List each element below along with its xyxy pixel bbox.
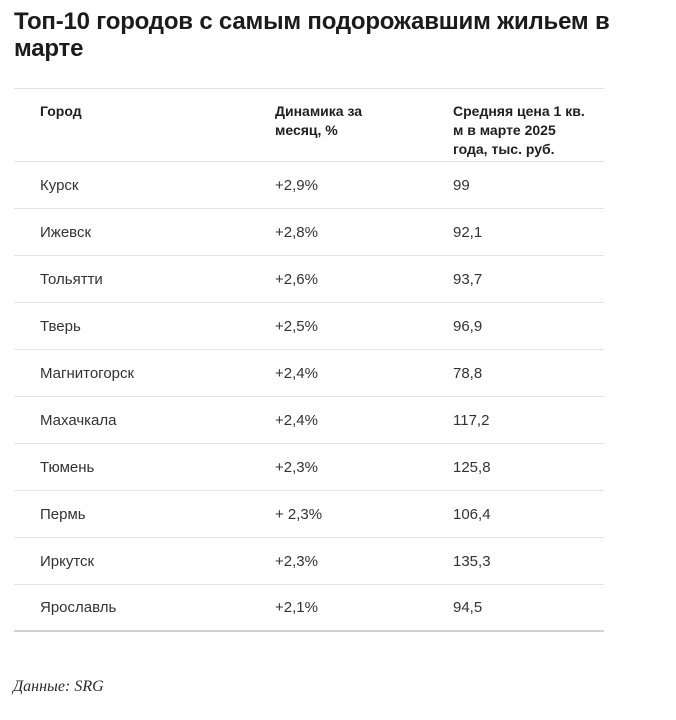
- dynamics-cell: + 2,3%: [275, 505, 323, 523]
- column-header-monthly-dynamics: Динамика за месяц, %: [275, 103, 363, 138]
- table-row: Тюмень +2,3% 125,8: [14, 444, 604, 491]
- price-cell: 96,9: [453, 317, 483, 335]
- price-cell: 92,1: [453, 223, 483, 241]
- dynamics-cell: +2,5%: [275, 317, 318, 335]
- top10-cities-price-table: Город Динамика за месяц, % Средняя цена …: [14, 88, 604, 632]
- table-row: Тверь +2,5% 96,9: [14, 303, 604, 350]
- price-cell: 106,4: [453, 505, 491, 523]
- price-cell: 135,3: [453, 552, 491, 570]
- price-cell: 94,5: [453, 599, 483, 616]
- price-cell: 78,8: [453, 364, 483, 382]
- city-cell: Тольятти: [40, 270, 103, 288]
- city-cell: Магнитогорск: [40, 364, 135, 382]
- city-cell: Ижевск: [40, 223, 92, 241]
- table-row: Махачкала +2,4% 117,2: [14, 397, 604, 444]
- city-cell: Пермь: [40, 505, 86, 523]
- table-header-row: Город Динамика за месяц, % Средняя цена …: [14, 88, 604, 162]
- data-source-note: Данные: SRG: [13, 678, 104, 695]
- table-row: Курск +2,9% 99: [14, 162, 604, 209]
- table-row: Тольятти +2,6% 93,7: [14, 256, 604, 303]
- city-cell: Махачкала: [40, 411, 117, 429]
- page-title: Топ-10 городов с самым подорожавшим жиль…: [14, 8, 610, 62]
- price-cell: 99: [453, 176, 470, 194]
- city-cell: Курск: [40, 176, 79, 194]
- column-header-average-price: Средняя цена 1 кв. м в марте 2025 года, …: [453, 103, 585, 157]
- column-header-city: Город: [40, 103, 82, 119]
- table-row: Ижевск +2,8% 92,1: [14, 209, 604, 256]
- dynamics-cell: +2,6%: [275, 270, 318, 288]
- price-cell: 93,7: [453, 270, 483, 288]
- city-cell: Ярославль: [40, 599, 117, 616]
- dynamics-cell: +2,8%: [275, 223, 318, 241]
- dynamics-cell: +2,9%: [275, 176, 318, 194]
- city-cell: Иркутск: [40, 552, 95, 570]
- table-row: Ярославль +2,1% 94,5: [14, 585, 604, 632]
- city-cell: Тюмень: [40, 458, 95, 476]
- dynamics-cell: +2,3%: [275, 552, 318, 570]
- table-row: Иркутск +2,3% 135,3: [14, 538, 604, 585]
- table-row: Пермь + 2,3% 106,4: [14, 491, 604, 538]
- price-cell: 117,2: [453, 411, 490, 429]
- dynamics-cell: +2,3%: [275, 458, 318, 476]
- table-row: Магнитогорск +2,4% 78,8: [14, 350, 604, 397]
- dynamics-cell: +2,1%: [275, 599, 318, 616]
- dynamics-cell: +2,4%: [275, 364, 318, 382]
- price-cell: 125,8: [453, 458, 491, 476]
- city-cell: Тверь: [40, 317, 81, 335]
- dynamics-cell: +2,4%: [275, 411, 318, 429]
